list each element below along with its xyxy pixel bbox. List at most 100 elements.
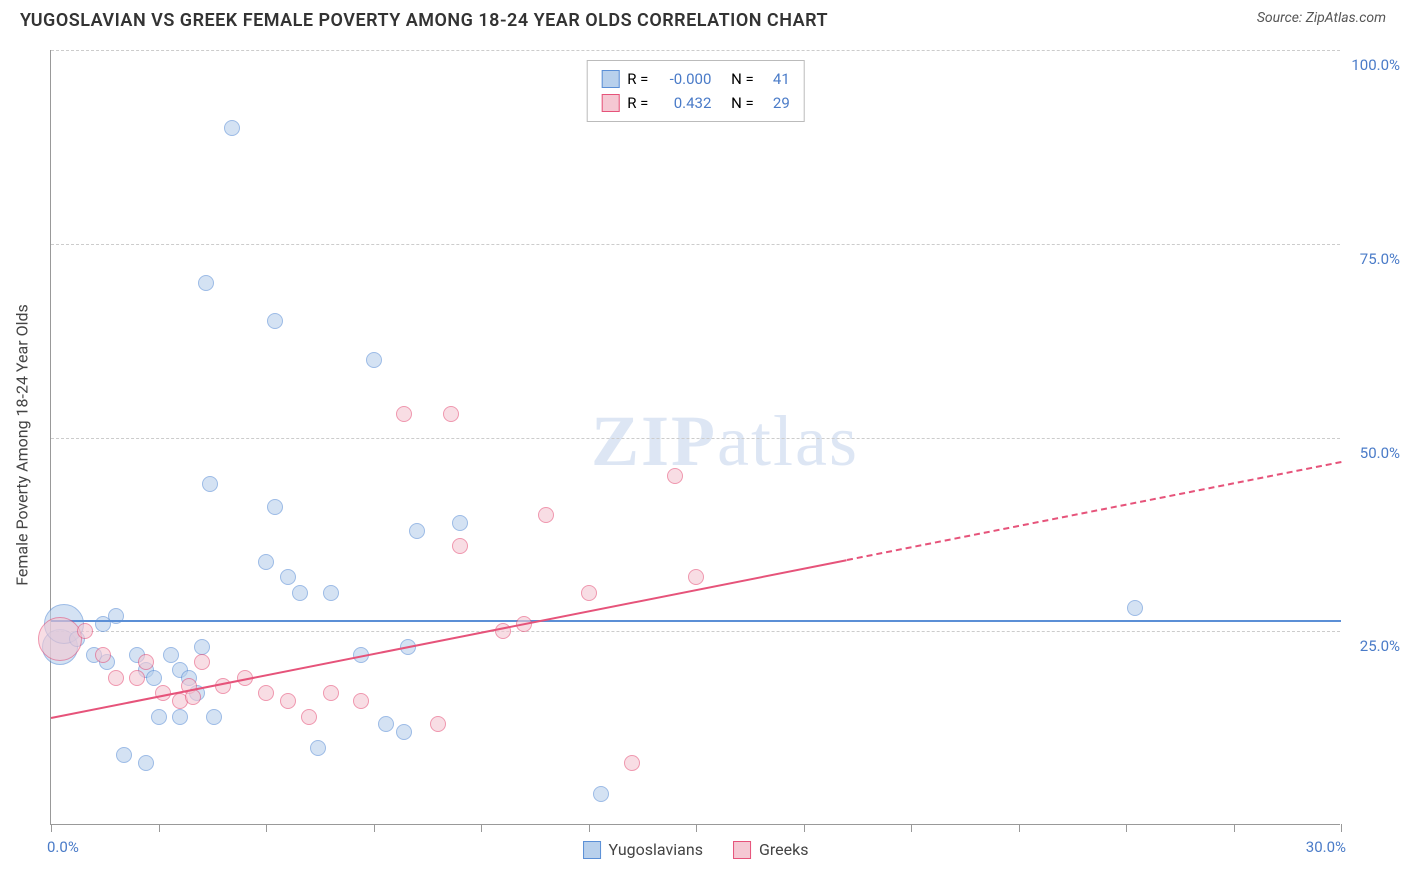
data-point xyxy=(366,352,382,368)
legend-series: Yugoslavians Greeks xyxy=(583,840,809,859)
legend-swatch-1 xyxy=(601,94,619,112)
gridline-h xyxy=(51,50,1340,51)
data-point xyxy=(443,406,459,422)
data-point xyxy=(301,709,317,725)
data-point xyxy=(323,685,339,701)
x-tick xyxy=(1126,824,1127,832)
data-point xyxy=(624,755,640,771)
data-point xyxy=(396,724,412,740)
data-point xyxy=(194,639,210,655)
x-tick-label: 0.0% xyxy=(47,838,79,856)
data-point xyxy=(108,670,124,686)
y-tick-label: 75.0% xyxy=(1345,250,1400,268)
data-point xyxy=(396,406,412,422)
gridline-h xyxy=(51,244,1340,245)
chart-container: Female Poverty Among 18-24 Year Olds ZIP… xyxy=(50,50,1380,840)
r-value-1: 0.432 xyxy=(656,91,711,115)
data-point xyxy=(116,747,132,763)
data-point xyxy=(310,740,326,756)
x-tick xyxy=(911,824,912,832)
data-point xyxy=(267,313,283,329)
data-point xyxy=(146,670,162,686)
legend-swatch-b1 xyxy=(733,841,751,859)
x-tick xyxy=(1341,824,1342,832)
data-point xyxy=(409,523,425,539)
x-tick xyxy=(696,824,697,832)
data-point xyxy=(581,585,597,601)
x-tick xyxy=(159,824,160,832)
data-point xyxy=(198,275,214,291)
trend-line xyxy=(846,461,1341,561)
source-label: Source: ZipAtlas.com xyxy=(1257,10,1386,26)
x-tick xyxy=(374,824,375,832)
data-point xyxy=(378,716,394,732)
data-point xyxy=(430,716,446,732)
x-tick xyxy=(266,824,267,832)
data-point xyxy=(194,654,210,670)
x-tick xyxy=(804,824,805,832)
data-point xyxy=(353,693,369,709)
data-point xyxy=(151,709,167,725)
watermark: ZIPatlas xyxy=(591,400,859,483)
watermark-bold: ZIP xyxy=(591,401,717,481)
gridline-h xyxy=(51,438,1340,439)
data-point xyxy=(323,585,339,601)
r-label: R = xyxy=(627,67,648,91)
data-point xyxy=(77,623,93,639)
trend-line xyxy=(51,559,847,719)
data-point xyxy=(38,617,82,661)
n-value-0: 41 xyxy=(762,67,790,91)
x-tick xyxy=(1234,824,1235,832)
data-point xyxy=(224,120,240,136)
n-label: N = xyxy=(731,67,754,91)
data-point xyxy=(688,569,704,585)
legend-swatch-0 xyxy=(601,70,619,88)
legend-row-1: R = 0.432 N = 29 xyxy=(601,91,790,115)
x-tick xyxy=(481,824,482,832)
y-axis-title: Female Poverty Among 18-24 Year Olds xyxy=(13,304,32,586)
data-point xyxy=(206,709,222,725)
data-point xyxy=(667,468,683,484)
r-value-0: -0.000 xyxy=(656,67,711,91)
data-point xyxy=(129,670,145,686)
data-point xyxy=(292,585,308,601)
r-label: R = xyxy=(627,91,648,115)
legend-item-0: Yugoslavians xyxy=(583,840,703,859)
legend-row-0: R = -0.000 N = 41 xyxy=(601,67,790,91)
data-point xyxy=(593,786,609,802)
data-point xyxy=(202,476,218,492)
legend-label-1: Greeks xyxy=(759,840,809,859)
x-tick xyxy=(51,824,52,832)
legend-label-0: Yugoslavians xyxy=(609,840,703,859)
chart-title: YUGOSLAVIAN VS GREEK FEMALE POVERTY AMON… xyxy=(20,10,828,31)
legend-correlation: R = -0.000 N = 41 R = 0.432 N = 29 xyxy=(586,60,805,122)
data-point xyxy=(172,709,188,725)
data-point xyxy=(267,499,283,515)
data-point xyxy=(280,693,296,709)
legend-item-1: Greeks xyxy=(733,840,809,859)
x-tick xyxy=(589,824,590,832)
gridline-h xyxy=(51,631,1340,632)
y-tick-label: 25.0% xyxy=(1345,637,1400,655)
y-tick-label: 100.0% xyxy=(1345,56,1400,74)
data-point xyxy=(138,654,154,670)
data-point xyxy=(1127,600,1143,616)
n-label: N = xyxy=(731,91,754,115)
data-point xyxy=(538,507,554,523)
data-point xyxy=(95,647,111,663)
data-point xyxy=(280,569,296,585)
data-point xyxy=(163,647,179,663)
trend-line xyxy=(51,620,1341,622)
legend-swatch-b0 xyxy=(583,841,601,859)
data-point xyxy=(258,554,274,570)
watermark-light: atlas xyxy=(717,401,859,481)
y-tick-label: 50.0% xyxy=(1345,444,1400,462)
data-point xyxy=(452,538,468,554)
data-point xyxy=(138,755,154,771)
x-tick-label: 30.0% xyxy=(1291,838,1346,856)
data-point xyxy=(452,515,468,531)
plot-area: ZIPatlas R = -0.000 N = 41 R = 0.432 N =… xyxy=(50,50,1340,825)
n-value-1: 29 xyxy=(762,91,790,115)
x-tick xyxy=(1019,824,1020,832)
data-point xyxy=(258,685,274,701)
